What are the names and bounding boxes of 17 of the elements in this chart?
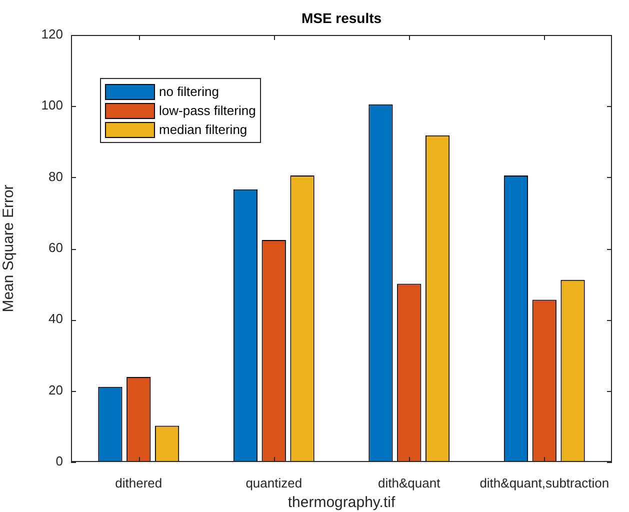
y-tick-label: 120 bbox=[41, 26, 63, 42]
y-tick-label: 40 bbox=[48, 311, 63, 326]
y-axis-title: Mean Square Error bbox=[0, 184, 18, 312]
y-tick-label: 100 bbox=[41, 98, 63, 113]
x-axis-title: thermography.tif bbox=[288, 494, 396, 512]
y-tick-label: 0 bbox=[56, 454, 63, 469]
legend-label: median filtering bbox=[159, 122, 248, 137]
legend-label: low-pass filtering bbox=[159, 103, 256, 118]
x-tick-label: dith&quant bbox=[378, 475, 441, 490]
x-tick-label: quantized bbox=[246, 475, 302, 490]
x-tick-label: dith&quant,subtraction bbox=[480, 475, 610, 490]
y-tick-label: 80 bbox=[48, 168, 63, 184]
chart-title: MSE results bbox=[301, 10, 382, 26]
y-tick-label: 60 bbox=[48, 240, 63, 256]
legend-label: no filtering bbox=[159, 84, 219, 99]
x-tick-label: dithered bbox=[115, 475, 162, 490]
y-tick-label: 20 bbox=[48, 382, 63, 398]
